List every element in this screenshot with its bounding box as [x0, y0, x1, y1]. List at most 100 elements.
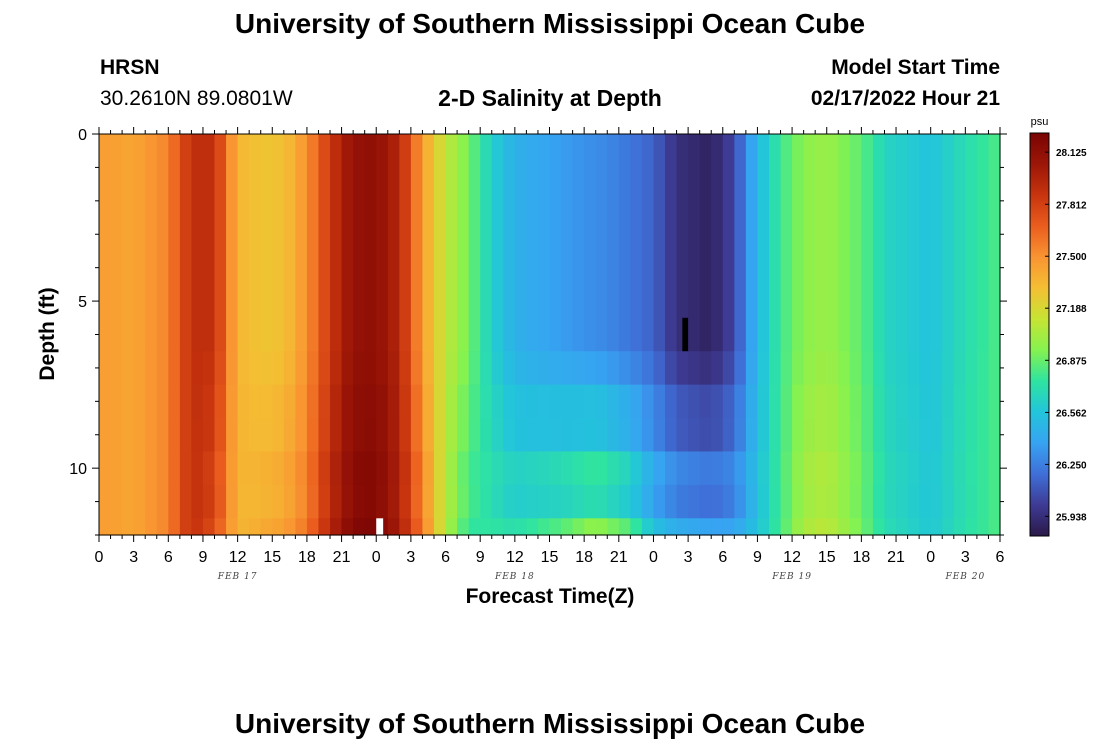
- heatmap-cell: [514, 518, 527, 536]
- heatmap-cell: [249, 484, 262, 519]
- heatmap-cell: [896, 351, 909, 386]
- heatmap-cell: [156, 418, 169, 453]
- heatmap-cell: [410, 418, 424, 453]
- heatmap-cell: [168, 451, 181, 486]
- heatmap-cell: [780, 518, 793, 536]
- heatmap-cell: [942, 134, 955, 352]
- heatmap-cell: [99, 384, 112, 419]
- heatmap-cell: [641, 351, 655, 386]
- heatmap-cell: [399, 134, 412, 352]
- heatmap-cell: [861, 351, 874, 386]
- heatmap-cell: [202, 451, 216, 486]
- heatmap-cell: [283, 451, 296, 486]
- heatmap-cell: [861, 518, 874, 536]
- heatmap-cell: [745, 484, 759, 519]
- station-name: HRSN: [100, 56, 160, 79]
- heatmap-cell: [907, 418, 920, 453]
- heatmap-cell: [653, 134, 666, 352]
- heatmap-cell: [145, 134, 158, 352]
- heatmap-cell: [688, 351, 701, 386]
- heatmap-cell: [815, 384, 828, 419]
- heatmap-cell: [491, 351, 504, 386]
- heatmap-cell: [745, 518, 759, 536]
- heatmap-cell: [168, 418, 181, 453]
- heatmap-cell: [283, 134, 296, 352]
- heatmap-cell: [803, 518, 816, 536]
- heatmap-cell: [387, 351, 400, 386]
- gap-markers: [376, 317, 689, 535]
- heatmap-cell: [768, 484, 782, 519]
- heatmap-cell: [676, 418, 689, 453]
- heatmap-cell: [838, 351, 851, 386]
- heatmap-cell: [757, 351, 770, 386]
- heatmap-cell: [907, 351, 920, 386]
- heatmap-cell: [156, 351, 169, 386]
- heatmap-cell: [803, 351, 816, 386]
- heatmap-cell: [237, 384, 250, 419]
- heatmap-cell: [514, 451, 527, 486]
- heatmap-cell: [214, 351, 227, 386]
- heatmap-cell: [156, 134, 169, 352]
- heatmap-cell: [722, 384, 735, 419]
- heatmap-cell: [318, 484, 331, 519]
- heatmap-cell: [330, 384, 343, 419]
- salinity-heatmap-chart: 0 3 6 9 12 15 18 21 0 3 6 9 12 15 18 21 0 3 6 9 12 15 18 21 0 3 6 F…: [69, 116, 1087, 582]
- heatmap-cell: [433, 134, 447, 352]
- heatmap-cell: [688, 518, 701, 536]
- heatmap-cell: [341, 518, 354, 536]
- heatmap-cell: [537, 484, 551, 519]
- heatmap-cell: [330, 484, 343, 519]
- heatmap-cell: [595, 351, 608, 386]
- heatmap-cell: [330, 351, 343, 386]
- heatmap-cell: [711, 134, 724, 352]
- x-tick-label: 3: [961, 549, 970, 566]
- x-tick-label: 0: [649, 549, 658, 566]
- heatmap-cell: [526, 418, 539, 453]
- heatmap-cell: [722, 484, 735, 519]
- heatmap-cell: [491, 451, 504, 486]
- heatmap-cell: [318, 351, 331, 386]
- heatmap-cell: [249, 351, 262, 386]
- heatmap-cell: [526, 484, 539, 519]
- x-tick-label: 3: [406, 549, 415, 566]
- colorbar-tick-label: 27.188: [1056, 304, 1087, 315]
- heatmap-cell: [861, 418, 874, 453]
- heatmap-cell: [572, 418, 585, 453]
- heatmap-cell: [976, 451, 990, 486]
- x-tick-label: 6: [164, 549, 173, 566]
- heatmap-cell: [641, 451, 655, 486]
- x-tick-label: 15: [263, 549, 281, 566]
- heatmap-cell: [780, 418, 793, 453]
- heatmap-cell: [665, 518, 678, 536]
- heatmap-cell: [965, 384, 978, 419]
- heatmap-cell: [272, 384, 285, 419]
- heatmap-cell: [445, 134, 458, 352]
- heatmap-cell: [792, 351, 805, 386]
- heatmap-cell: [803, 418, 816, 453]
- x-tick-label: 15: [541, 549, 559, 566]
- heatmap-cell: [295, 484, 308, 519]
- heatmap-cell: [341, 351, 354, 386]
- heatmap-cell: [237, 418, 250, 453]
- heatmap-cell: [295, 134, 308, 352]
- heatmap-cell: [919, 134, 932, 352]
- heatmap-cell: [468, 384, 481, 419]
- heatmap-cell: [272, 484, 285, 519]
- heatmap-cell: [191, 518, 204, 536]
- heatmap-cell: [468, 134, 481, 352]
- heatmap-cell: [387, 484, 400, 519]
- heatmap-cell: [549, 384, 562, 419]
- heatmap-cell: [480, 518, 493, 536]
- heatmap-cell: [803, 134, 816, 352]
- heatmap-cell: [156, 451, 169, 486]
- heatmap-cell: [618, 484, 631, 519]
- heatmap-cell: [202, 518, 216, 536]
- heatmap-cell: [110, 451, 123, 486]
- heatmap-cell: [376, 484, 389, 519]
- heatmap-cell: [387, 384, 400, 419]
- heatmap-cell: [653, 484, 666, 519]
- heatmap-cell: [607, 484, 620, 519]
- heatmap-cell: [919, 451, 932, 486]
- heatmap-cell: [122, 134, 135, 352]
- heatmap-cell: [410, 484, 424, 519]
